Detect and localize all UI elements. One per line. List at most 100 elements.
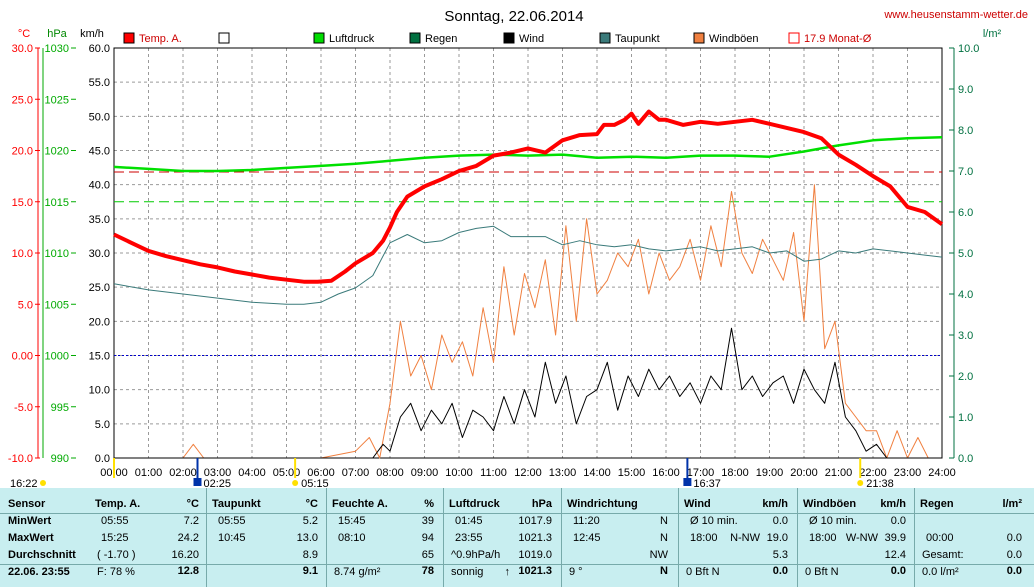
- row-label-avg: Durchschnitt: [8, 549, 76, 561]
- dew-max-time: 10:45: [218, 532, 246, 544]
- legend-swatch: [788, 32, 800, 44]
- temp-min-time: 05:55: [101, 515, 129, 527]
- rain-tick-label: 2.0: [958, 371, 973, 383]
- table-row-divider: [0, 513, 1034, 514]
- gust-avg-val: 12.4: [884, 549, 906, 561]
- table-col-divider: [206, 488, 207, 587]
- press-min-time: 01:45: [455, 515, 483, 527]
- wind-min-time: Ø 10 min.: [690, 515, 738, 527]
- legend-label: 17.9 Monat-Ø: [804, 33, 872, 45]
- wind-max-val: 19.0: [766, 532, 788, 544]
- sun-icon: [857, 480, 864, 486]
- rain-tick-label: 8.0: [958, 125, 973, 137]
- temp-avg-val: 16.20: [171, 549, 199, 561]
- rain-unit: l/m²: [1002, 498, 1022, 510]
- stats-table: Sensor MinWert MaxWert Durchschnitt 22.06. 2…: [0, 488, 1034, 587]
- temp-now-extra: F: 78 %: [97, 566, 135, 578]
- temp-now-val: 12.8: [177, 565, 199, 577]
- wind-now-val: 0.0: [772, 565, 788, 577]
- rain-avg-extra: Gesamt:: [922, 549, 964, 561]
- press-max-val: 1021.3: [518, 532, 552, 544]
- temp-tick-label: 0.00: [12, 351, 33, 363]
- reference-lines: [114, 171, 942, 356]
- rain-max-time: 00:00: [926, 532, 954, 544]
- hum-now-extra: 8.74 g/m²: [334, 566, 381, 578]
- x-tick-label: 05:00: [273, 467, 301, 479]
- x-tick-label: 01:00: [135, 467, 163, 479]
- rain-tick-label: 5.0: [958, 248, 973, 260]
- chart-axes: 30.0 25.0 20.0 15.0 10.0 5.0 0.00 -5.0 -10.0 1030…: [8, 43, 980, 479]
- pressure-unit-label: hPa: [47, 28, 67, 40]
- x-tick-label: 02:00: [169, 467, 197, 479]
- pressure-tick-label: 1030: [45, 43, 69, 55]
- row-label-sensor: Sensor: [8, 498, 46, 510]
- table-col-divider: [326, 488, 327, 587]
- dew-min-val: 5.2: [302, 515, 318, 527]
- wind-tick-label: 10.0: [89, 385, 110, 397]
- x-tick-label: 03:00: [204, 467, 232, 479]
- weather-chart: 30.0 25.0 20.0 15.0 10.0 5.0 0.00 -5.0 -10.0 1030…: [7, 8, 1028, 488]
- pressure-tick-label: 995: [51, 402, 69, 414]
- wind-min-val: 0.0: [772, 515, 788, 527]
- wind-tick-label: 30.0: [89, 248, 110, 260]
- hum-avg-val: 65: [421, 549, 434, 561]
- temp-max-time: 15:25: [101, 532, 129, 544]
- press-avg-val: 1019.0: [518, 549, 552, 561]
- temp-tick-label: 30.0: [12, 43, 33, 55]
- temp-unit: °C: [186, 498, 199, 510]
- rain-tick-label: 4.0: [958, 289, 973, 301]
- table-row-divider: [0, 564, 1034, 565]
- press-unit: hPa: [531, 498, 552, 510]
- dir-now-val: N: [660, 565, 668, 577]
- x-tick-label: 19:00: [756, 467, 784, 479]
- wind-tick-label: 40.0: [89, 180, 110, 192]
- gust-max-time: 18:00: [809, 532, 837, 544]
- wind-tick-label: 5.0: [95, 419, 110, 431]
- gust-min-val: 0.0: [890, 515, 906, 527]
- gust-unit: km/h: [880, 498, 906, 510]
- temp-tick-label: 10.0: [12, 248, 33, 260]
- wind-head: Wind: [684, 498, 711, 510]
- x-tick-label: 06:00: [307, 467, 335, 479]
- temp-max-val: 24.2: [177, 532, 199, 544]
- legend-swatch: [693, 32, 705, 44]
- x-tick-label: 13:00: [549, 467, 577, 479]
- dir-avg-val: NW: [649, 549, 668, 561]
- series-line-taupunkt: [113, 225, 943, 305]
- legend-swatch: [313, 32, 325, 44]
- rain-tick-label: 3.0: [958, 330, 973, 342]
- wind-now-extra: 0 Bft N: [686, 566, 720, 578]
- rain-now-val: 0.0: [1006, 565, 1022, 577]
- x-tick-label: 15:00: [618, 467, 646, 479]
- marker-time-label: 21:38: [866, 478, 894, 488]
- gust-head: Windböen: [803, 498, 857, 510]
- hum-min-time: 15:45: [338, 515, 366, 527]
- rain-tick-label: 9.0: [958, 84, 973, 96]
- press-now-val: 1021.3: [518, 565, 552, 577]
- rain-head: Regen: [920, 498, 954, 510]
- temp-tick-label: 25.0: [12, 94, 33, 106]
- wind-max-time: 18:00: [690, 532, 718, 544]
- dir-min-time: 11:20: [573, 515, 600, 527]
- hum-head: Feuchte A.: [332, 498, 388, 510]
- press-max-time: 23:55: [455, 532, 483, 544]
- temp-head: Temp. A.: [95, 498, 141, 510]
- marker-time-label: 02:25: [203, 478, 231, 488]
- legend-swatch: [409, 32, 421, 44]
- legend-swatch: [123, 32, 135, 44]
- wind-max-extra: N-NW: [730, 532, 760, 544]
- legend-label: Luftdruck: [329, 33, 375, 45]
- dir-min-val: N: [660, 515, 668, 527]
- series-line-luftdruck: [113, 135, 943, 173]
- legend-label: Windböen: [709, 33, 759, 45]
- hum-now-val: 78: [421, 565, 434, 577]
- x-tick-label: 08:00: [376, 467, 404, 479]
- gust-max-val: 39.9: [884, 532, 906, 544]
- press-now-extra: sonnig: [451, 566, 484, 578]
- pressure-tick-label: 990: [51, 453, 69, 465]
- dew-max-val: 13.0: [296, 532, 318, 544]
- rain-unit-label: l/m²: [983, 28, 1002, 40]
- x-tick-label: 24:00: [928, 467, 956, 479]
- x-tick-label: 17:00: [687, 467, 715, 479]
- rain-tick-label: 6.0: [958, 207, 973, 219]
